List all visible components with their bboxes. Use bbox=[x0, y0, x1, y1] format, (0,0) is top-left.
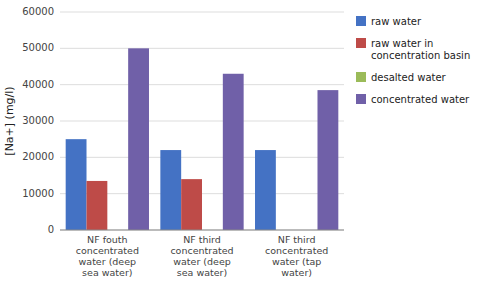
x-tick-label-line: NF fouth bbox=[87, 234, 128, 245]
grid-line bbox=[60, 157, 344, 158]
legend-label-line: raw water bbox=[371, 16, 422, 27]
x-tick-label-line: sea water) bbox=[177, 267, 227, 278]
legend-swatch bbox=[356, 72, 366, 82]
y-axis-label: [Na+] (mg/l) bbox=[3, 86, 16, 155]
x-tick-label: NF thirdconcentratedwater (deepsea water… bbox=[170, 234, 233, 278]
bar bbox=[223, 74, 244, 230]
bar bbox=[128, 48, 149, 230]
legend-label: raw water inconcentration basin bbox=[371, 38, 470, 61]
grid-line bbox=[60, 48, 344, 49]
bar-series bbox=[128, 48, 338, 230]
legend-label-line: desalted water bbox=[371, 72, 447, 83]
legend-label: concentrated water bbox=[371, 94, 470, 105]
legend-label: desalted water bbox=[371, 72, 447, 83]
y-tick-label: 40000 bbox=[22, 79, 54, 90]
x-tick-label-line: water) bbox=[281, 267, 312, 278]
bar bbox=[87, 181, 108, 230]
y-tick-label: 20000 bbox=[22, 151, 54, 162]
x-tick-label-line: concentrated bbox=[76, 245, 139, 256]
x-tick-label-line: sea water) bbox=[82, 267, 132, 278]
y-tick-label: 0 bbox=[48, 224, 54, 235]
grid bbox=[60, 12, 344, 230]
x-tick-label-line: concentrated bbox=[170, 245, 233, 256]
bar bbox=[317, 90, 338, 230]
legend-swatch bbox=[356, 38, 366, 48]
y-tick-label: 60000 bbox=[22, 6, 54, 17]
grid-line bbox=[60, 230, 344, 231]
legend-label-line: raw water in bbox=[371, 38, 433, 49]
x-tick-label-line: water (deep bbox=[173, 256, 231, 267]
bar bbox=[181, 179, 202, 230]
bar bbox=[160, 150, 181, 230]
x-tick-label-line: water (tap bbox=[272, 256, 321, 267]
legend-label-line: concentration basin bbox=[371, 50, 470, 61]
x-tick-label-line: NF third bbox=[278, 234, 316, 245]
grid-line bbox=[60, 84, 344, 85]
bars bbox=[66, 48, 339, 230]
legend-label-line: concentrated water bbox=[371, 94, 470, 105]
x-tick-label: NF fouthconcentratedwater (deepsea water… bbox=[76, 234, 139, 278]
legend-label: raw water bbox=[371, 16, 422, 27]
legend: raw water raw water inconcentration basin… bbox=[356, 16, 470, 105]
x-tick-labels: NF fouthconcentratedwater (deepsea water… bbox=[76, 234, 329, 278]
y-tick-labels: 0 10000 20000 30000 40000 50000 60000 bbox=[22, 6, 54, 235]
x-tick-label-line: NF third bbox=[183, 234, 221, 245]
x-axis-line bbox=[60, 230, 344, 231]
chart-container: 0 10000 20000 30000 40000 50000 60000 [Na+] (mg… bbox=[0, 0, 480, 288]
y-tick-label: 50000 bbox=[22, 42, 54, 53]
bar bbox=[255, 150, 276, 230]
x-tick-label: NF thirdconcentratedwater (tapwater) bbox=[265, 234, 328, 278]
page: {"chart_data": {"type": "bar", "ylabel":… bbox=[0, 0, 480, 288]
x-tick-label-line: concentrated bbox=[265, 245, 328, 256]
y-tick-label: 10000 bbox=[22, 188, 54, 199]
legend-swatch bbox=[356, 16, 366, 26]
chart: 0 10000 20000 30000 40000 50000 60000 [Na+] (mg… bbox=[0, 0, 480, 288]
legend-swatch bbox=[356, 94, 366, 104]
bar-series bbox=[66, 139, 276, 230]
grid-line bbox=[60, 12, 344, 13]
x-tick-label-line: water (deep bbox=[79, 256, 137, 267]
bar bbox=[66, 139, 87, 230]
y-tick-label: 30000 bbox=[22, 115, 54, 126]
grid-line bbox=[60, 121, 344, 122]
